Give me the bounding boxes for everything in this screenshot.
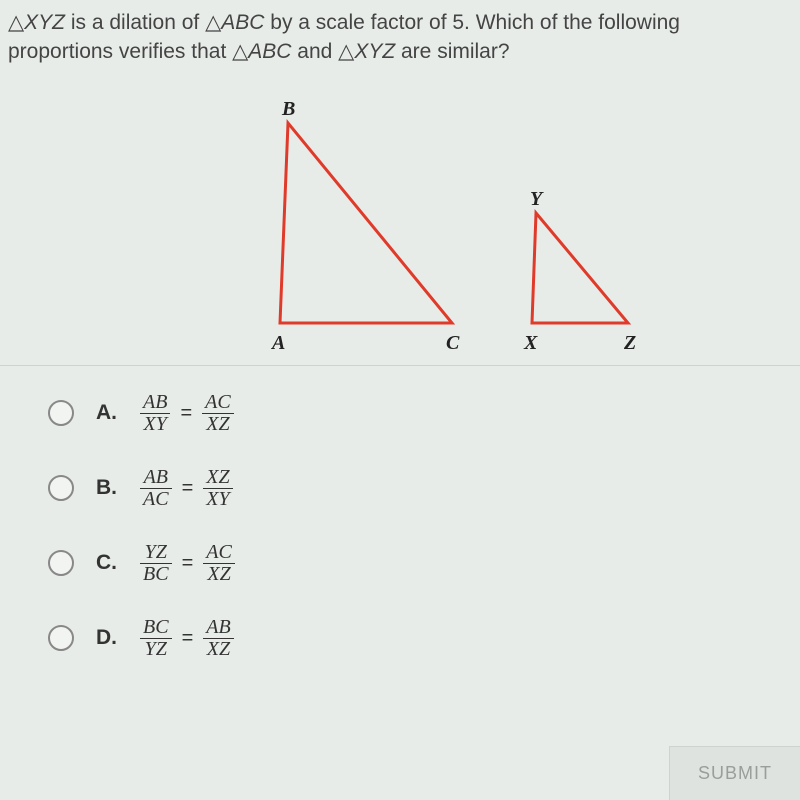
figure-svg: B A C Y X Z	[0, 75, 800, 365]
choice-letter: C.	[96, 551, 122, 575]
radio-a[interactable]	[48, 400, 74, 426]
choice-equation: BCYZ = ABXZ	[140, 617, 234, 660]
choice-c[interactable]: C. YZBC = ACXZ	[48, 542, 780, 585]
frac-num: AC	[203, 542, 235, 563]
frac-den: BC	[140, 563, 172, 585]
frac-den: AC	[140, 488, 172, 510]
choice-equation: YZBC = ACXZ	[140, 542, 235, 585]
radio-d[interactable]	[48, 625, 74, 651]
choice-d[interactable]: D. BCYZ = ABXZ	[48, 617, 780, 660]
vertex-label-z: Z	[623, 332, 636, 354]
equals-sign: =	[182, 627, 194, 650]
equals-sign: =	[180, 402, 192, 425]
q-abc-2: ABC	[248, 40, 291, 63]
answer-choices: A. ABXY = ACXZ B. ABAC = XZXY C. YZBC = …	[0, 366, 800, 712]
triangle-symbol: △	[205, 8, 221, 36]
frac-num: AC	[202, 392, 234, 413]
triangle-symbol: △	[338, 37, 354, 65]
frac-num: YZ	[140, 542, 172, 563]
choice-letter: B.	[96, 476, 122, 500]
equals-sign: =	[182, 477, 194, 500]
triangles-figure: B A C Y X Z	[0, 75, 800, 365]
choice-equation: ABAC = XZXY	[140, 467, 233, 510]
frac-num: XZ	[203, 467, 232, 488]
frac-den: XZ	[203, 638, 233, 660]
frac-num: AB	[140, 392, 170, 413]
choice-a[interactable]: A. ABXY = ACXZ	[48, 392, 780, 435]
submit-button[interactable]: SUBMIT	[669, 746, 800, 800]
triangle-abc	[280, 123, 452, 323]
vertex-label-a: A	[270, 332, 285, 354]
frac-num: AB	[203, 617, 233, 638]
vertex-label-b: B	[281, 98, 295, 120]
q-t1: is a dilation of	[65, 11, 205, 34]
frac-den: YZ	[140, 638, 172, 660]
radio-b[interactable]	[48, 475, 74, 501]
triangle-symbol: △	[8, 8, 24, 36]
question-text: △XYZ is a dilation of △ABC by a scale fa…	[0, 0, 800, 67]
q-xyz-1: XYZ	[24, 11, 65, 34]
vertex-label-c: C	[446, 332, 460, 354]
q-t3: proportions verifies that	[8, 40, 232, 63]
frac-num: AB	[140, 467, 172, 488]
frac-den: XY	[203, 488, 232, 510]
choice-equation: ABXY = ACXZ	[140, 392, 234, 435]
triangle-xyz	[532, 213, 628, 323]
equals-sign: =	[182, 552, 194, 575]
choice-b[interactable]: B. ABAC = XZXY	[48, 467, 780, 510]
q-xyz-2: XYZ	[354, 40, 395, 63]
choice-letter: D.	[96, 626, 122, 650]
frac-den: XZ	[202, 413, 234, 435]
q-t5: are similar?	[395, 40, 509, 63]
choice-letter: A.	[96, 401, 122, 425]
vertex-label-y: Y	[530, 188, 544, 210]
q-t4: and	[291, 40, 338, 63]
triangle-symbol: △	[232, 37, 248, 65]
frac-den: XZ	[203, 563, 235, 585]
q-abc-1: ABC	[221, 11, 264, 34]
radio-c[interactable]	[48, 550, 74, 576]
q-t2: by a scale factor of 5. Which of the fol…	[264, 11, 680, 34]
vertex-label-x: X	[523, 332, 538, 354]
frac-den: XY	[140, 413, 170, 435]
frac-num: BC	[140, 617, 172, 638]
